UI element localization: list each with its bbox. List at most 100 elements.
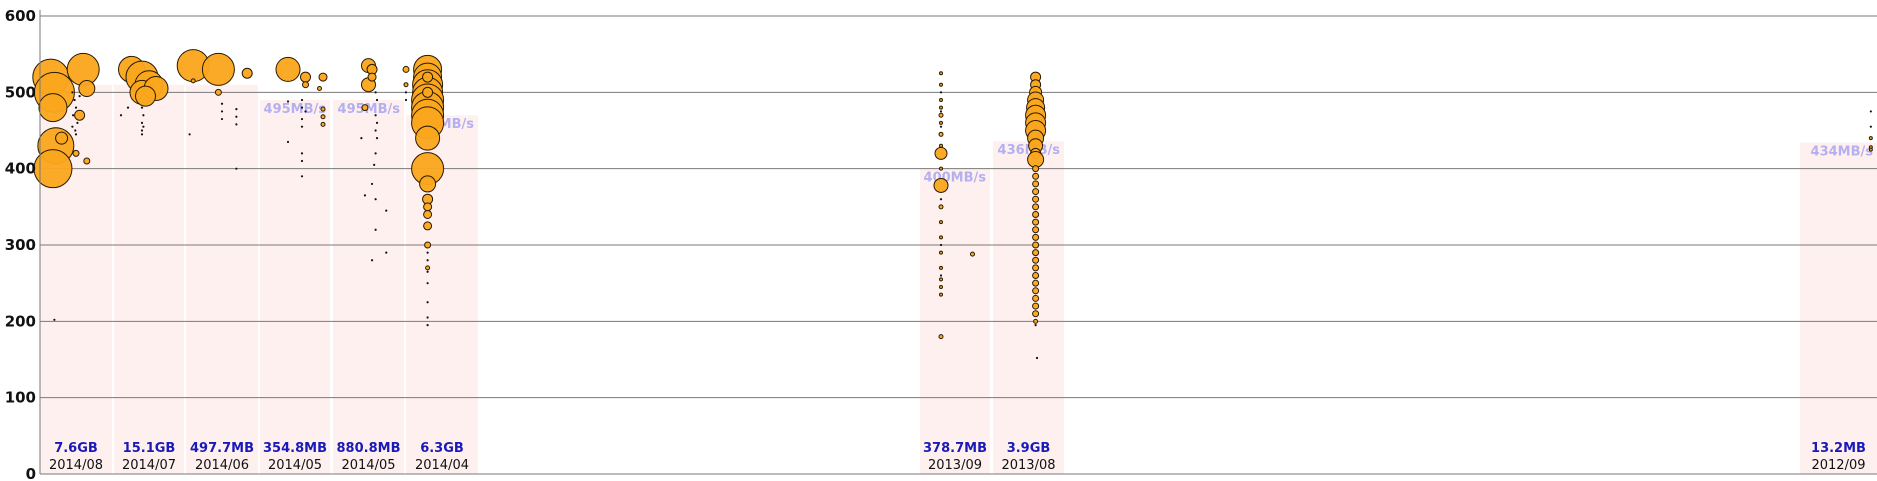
data-bubble (83, 157, 91, 165)
data-bubble (1032, 287, 1040, 295)
y-tick-label: 300 (5, 236, 36, 254)
date-label: 2014/08 (49, 458, 103, 473)
total-size-label: 15.1GB (123, 441, 176, 456)
y-tick-label: 200 (5, 312, 36, 330)
data-dot (939, 198, 943, 201)
data-bubble (933, 177, 949, 193)
avg-speed-label: 495MB/s (338, 102, 401, 117)
total-size-label: 3.9GB (1007, 441, 1051, 456)
x-labels: 7.6GB 2014/08 15.1GB 2014/07 497.7MB 2014/06 3… (49, 441, 1866, 473)
date-label: 2013/09 (928, 458, 982, 473)
data-bubble (939, 105, 943, 110)
data-bubble (1032, 302, 1040, 310)
data-dot (374, 198, 377, 201)
data-dot (235, 167, 238, 170)
date-label: 2013/08 (1001, 458, 1055, 473)
data-bubble (1032, 272, 1040, 280)
data-bubble (419, 175, 437, 193)
data-dot (119, 114, 123, 117)
data-bubble (1032, 172, 1040, 180)
data-dot (939, 91, 943, 94)
y-tick-label: 600 (5, 7, 36, 25)
y-tick-label: 400 (5, 160, 36, 178)
y-tick-label: 100 (5, 389, 36, 407)
data-dot (939, 110, 943, 113)
data-bubble (317, 86, 322, 92)
data-dot (140, 121, 144, 124)
data-dot (360, 137, 363, 140)
data-bubble (939, 71, 943, 76)
data-dot (220, 117, 224, 121)
avg-speed-label: 400MB/s (924, 171, 987, 186)
date-label: 2012/09 (1811, 458, 1865, 473)
total-size-label: 6.3GB (420, 441, 464, 456)
data-dot (74, 133, 78, 136)
date-label: 2014/05 (268, 458, 322, 473)
total-size-label: 7.6GB (54, 441, 98, 456)
data-dot (426, 251, 429, 254)
data-bubble (72, 149, 80, 157)
data-bubble (1032, 279, 1040, 287)
data-dot (220, 102, 224, 105)
data-dot (426, 270, 429, 273)
data-bubble (1032, 294, 1040, 302)
data-dot (375, 121, 379, 124)
month-band (186, 84, 258, 474)
data-dot (426, 324, 429, 327)
data-dot (374, 228, 377, 231)
data-bubble (55, 131, 69, 145)
data-bubble (424, 241, 432, 249)
data-bubble (135, 85, 156, 107)
data-bubble (423, 209, 433, 219)
data-dot (300, 125, 304, 128)
data-bubble (320, 106, 326, 112)
data-dot (300, 98, 304, 102)
data-bubble (403, 82, 409, 88)
data-bubble (190, 78, 196, 84)
data-bubble (1033, 318, 1039, 324)
total-size-label: 378.7MB (923, 441, 987, 456)
month-band (114, 84, 184, 474)
data-bubble (938, 112, 944, 118)
data-bubble (1032, 310, 1040, 318)
data-bubble (939, 220, 943, 225)
data-bubble (939, 277, 943, 282)
data-bubble (1032, 210, 1040, 218)
data-bubble (1032, 218, 1040, 226)
data-dot (73, 98, 76, 102)
data-dot (140, 106, 144, 109)
data-bubble (422, 71, 434, 83)
data-bubble (1032, 180, 1040, 188)
total-size-label: 880.8MB (337, 441, 401, 456)
gridlines (40, 15, 1877, 475)
data-bubble (970, 251, 975, 257)
data-bubble (939, 284, 943, 289)
data-dot (235, 108, 238, 111)
data-dot (370, 259, 374, 262)
data-dot (385, 209, 388, 212)
data-bubble (939, 97, 943, 102)
data-bubble (320, 121, 326, 127)
data-dot (426, 282, 429, 285)
date-label: 2014/05 (341, 458, 395, 473)
data-dot (426, 301, 429, 304)
data-bubble (1027, 151, 1045, 169)
date-label: 2014/07 (122, 458, 176, 473)
data-dot (78, 95, 81, 98)
data-dot (375, 137, 379, 140)
data-bubble (1032, 226, 1040, 234)
data-bubble (1868, 136, 1873, 141)
data-dot (286, 140, 290, 144)
data-dot (1035, 356, 1039, 360)
data-dot (300, 152, 304, 155)
data-bubble (33, 149, 73, 189)
data-bubble (425, 265, 431, 271)
data-dot (304, 110, 307, 113)
data-bubble (939, 250, 943, 255)
month-band (1800, 142, 1877, 475)
data-dot (1034, 324, 1037, 327)
data-dot (370, 182, 374, 186)
data-bubble (423, 221, 433, 231)
data-dot (286, 100, 290, 103)
